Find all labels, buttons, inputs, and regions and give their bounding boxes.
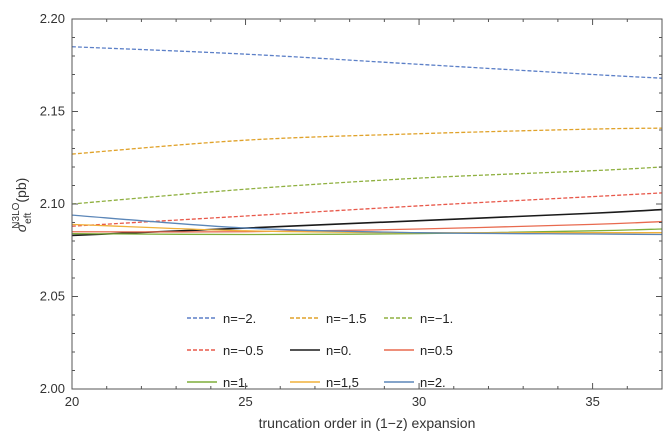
x-tick-label: 20	[65, 394, 79, 409]
y-axis-title: σeftN3LO(pb)	[11, 178, 34, 233]
y-tick-label: 2.10	[40, 196, 65, 211]
legend-label-6: n=1.	[223, 375, 249, 390]
y-tick-label: 2.00	[40, 381, 65, 396]
x-tick-label: 35	[585, 394, 599, 409]
x-tick-label: 30	[412, 394, 426, 409]
legend-label-0: n=−2.	[223, 311, 256, 326]
y-tick-label: 2.05	[40, 289, 65, 304]
legend-label-4: n=0.	[326, 343, 352, 358]
legend-label-5: n=0.5	[420, 343, 453, 358]
plot-frame	[71, 18, 663, 390]
y-axis-title-superscript: N3LO	[11, 202, 22, 228]
legend-label-8: n=2.	[420, 375, 446, 390]
y-tick-label: 2.15	[40, 104, 65, 119]
x-tick-label: 25	[238, 394, 252, 409]
y-axis: 2.00 2.05 2.10 2.15 2.20	[40, 11, 662, 396]
legend-label-7: n=1.5	[326, 375, 359, 390]
legend: n=−2. n=−1.5 n=−1. n=−0.5 n=0. n=0.5 n=1. n=1.5…	[187, 311, 453, 390]
legend-label-2: n=−1.	[420, 311, 453, 326]
series-line-4	[71, 208, 663, 237]
plot-area	[71, 46, 663, 237]
series-line-2	[71, 166, 663, 205]
series-line-6	[71, 228, 663, 236]
series-line-1	[71, 127, 663, 155]
y-axis-title-symbol: σ	[13, 223, 29, 232]
legend-label-3: n=−0.5	[223, 343, 264, 358]
y-tick-label: 2.20	[40, 11, 65, 26]
x-axis: 20 25 30 35	[65, 19, 663, 409]
legend-label-1: n=−1.5	[326, 311, 367, 326]
y-axis-title-subscript: eft	[23, 213, 34, 224]
y-axis-title-unit: (pb)	[13, 178, 29, 203]
series-line-8	[71, 214, 663, 236]
series-line-5	[71, 220, 663, 233]
x-axis-title: truncation order in (1−z) expansion	[259, 415, 476, 431]
series-line-3	[71, 192, 663, 227]
series-line-0	[71, 46, 663, 79]
